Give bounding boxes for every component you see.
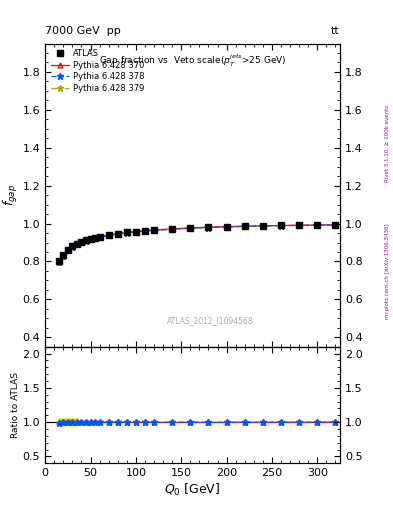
- Text: mcplots.cern.ch [arXiv:1306.3436]: mcplots.cern.ch [arXiv:1306.3436]: [385, 224, 390, 319]
- Text: tt: tt: [331, 26, 340, 36]
- Text: ATLAS_2012_I1094568: ATLAS_2012_I1094568: [167, 316, 253, 326]
- X-axis label: $Q_0$ [GeV]: $Q_0$ [GeV]: [164, 482, 221, 499]
- Y-axis label: Ratio to ATLAS: Ratio to ATLAS: [11, 372, 20, 438]
- Text: Gap fraction vs  Veto scale($p_T^{jets}$>25 GeV): Gap fraction vs Veto scale($p_T^{jets}$>…: [99, 53, 286, 69]
- Legend: ATLAS, Pythia 6.428 370, Pythia 6.428 378, Pythia 6.428 379: ATLAS, Pythia 6.428 370, Pythia 6.428 37…: [50, 48, 146, 95]
- Text: 7000 GeV  pp: 7000 GeV pp: [45, 26, 121, 36]
- Text: Rivet 3.1.10, ≥ 100k events: Rivet 3.1.10, ≥ 100k events: [385, 105, 390, 182]
- Y-axis label: $f_{gap}$: $f_{gap}$: [2, 184, 20, 206]
